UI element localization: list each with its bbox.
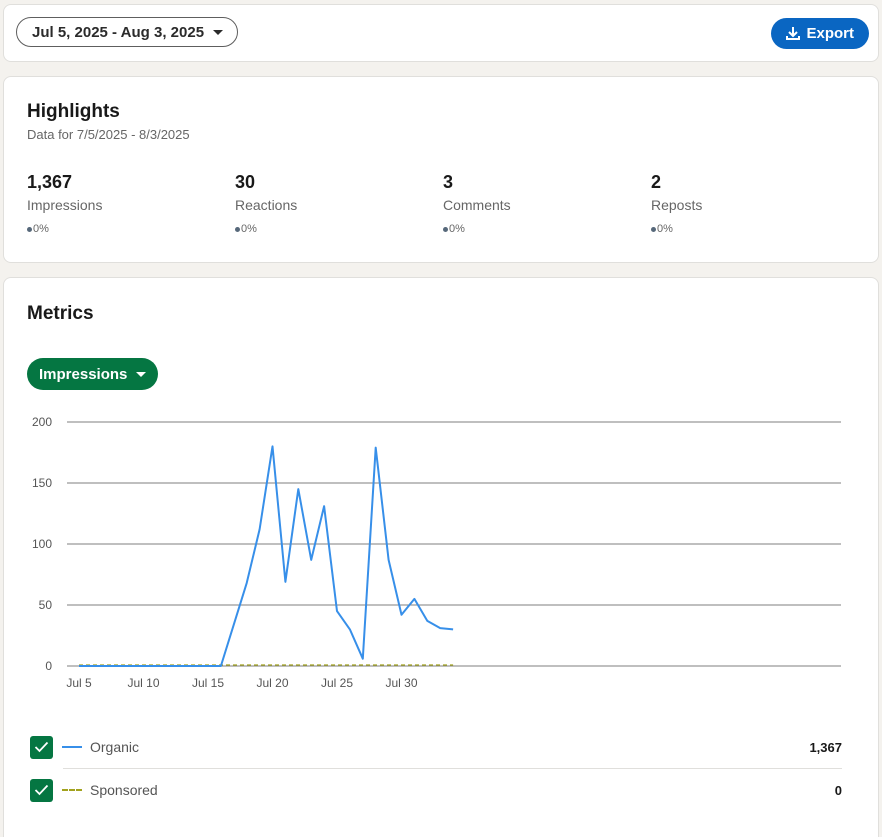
x-tick-label: Jul 30 [385,676,417,690]
stat-reactions: 30 Reactions 0% [235,172,297,235]
stat-value: 3 [443,172,454,192]
y-tick-label: 0 [45,659,52,673]
highlights-title: Highlights [27,101,120,122]
sponsored-checkbox[interactable] [30,778,53,802]
stat-value: 30 [235,172,256,192]
stat-change-value: 0% [657,223,673,235]
organic-line-swatch [62,746,82,748]
legend-item-sponsored: Sponsored 0 [30,777,842,803]
stat-change: 0% [443,223,511,235]
dot-icon [443,226,448,232]
dot-icon [235,226,240,232]
date-range-label: Jul 5, 2025 - Aug 3, 2025 [32,23,205,41]
checkmark-icon [34,741,49,753]
organic-series-line [79,445,454,667]
export-label: Export [806,25,854,42]
checkmark-icon [34,784,49,796]
legend-label: Organic [90,739,140,755]
legend-item-organic: Organic 1,367 [30,734,842,760]
stat-comments: 3 Comments 0% [443,172,511,235]
legend-divider [63,768,842,769]
metrics-card: Metrics Impressions 0 50 100 150 200 Jul 5 Jul… [3,277,879,837]
stat-impressions: 1,367 Impressions 0% [27,172,102,235]
caret-down-icon [136,371,147,377]
y-tick-label: 50 [39,598,53,612]
highlights-card: Highlights Data for 7/5/2025 - 8/3/2025 … [3,76,879,263]
organic-checkbox[interactable] [30,735,53,759]
stat-label: Reposts [651,197,703,213]
stat-change-value: 0% [241,223,257,235]
stat-value: 2 [651,172,662,192]
metric-selector-label: Impressions [39,365,128,383]
stat-value: 1,367 [27,172,73,192]
metrics-title: Metrics [27,303,94,324]
y-tick-label: 100 [32,537,52,551]
x-tick-label: Jul 20 [256,676,288,690]
date-range-dropdown[interactable]: Jul 5, 2025 - Aug 3, 2025 [16,17,239,47]
stat-change: 0% [651,223,702,235]
y-tick-label: 150 [32,476,52,490]
stat-change-value: 0% [449,223,465,235]
download-icon [786,27,801,40]
stat-label: Impressions [27,197,103,213]
filter-bar: Jul 5, 2025 - Aug 3, 2025 Export [3,4,879,62]
stat-change-value: 0% [33,223,49,235]
dot-icon [651,226,656,232]
stat-change: 0% [27,223,102,235]
legend-total: 0 [834,782,842,798]
x-tick-label: Jul 10 [127,676,159,690]
stat-change: 0% [235,223,297,235]
highlights-subtitle: Data for 7/5/2025 - 8/3/2025 [27,127,190,142]
x-tick-label: Jul 5 [66,676,92,690]
stat-reposts: 2 Reposts 0% [651,172,702,235]
x-tick-label: Jul 25 [321,676,353,690]
x-tick-label: Jul 15 [192,676,224,690]
legend-total: 1,367 [809,739,842,755]
stat-label: Reactions [235,197,298,213]
sponsored-line-swatch [62,789,82,791]
metric-selector-dropdown[interactable]: Impressions [27,358,159,390]
legend-label: Sponsored [90,782,158,798]
stat-label: Comments [443,197,511,213]
export-button[interactable]: Export [771,18,869,49]
dot-icon [27,226,32,232]
caret-down-icon [213,29,224,35]
impressions-line-chart: 0 50 100 150 200 Jul 5 Jul 10 Jul 15 Jul 20 Jul 2… [32,415,841,690]
y-tick-label: 200 [32,415,52,429]
